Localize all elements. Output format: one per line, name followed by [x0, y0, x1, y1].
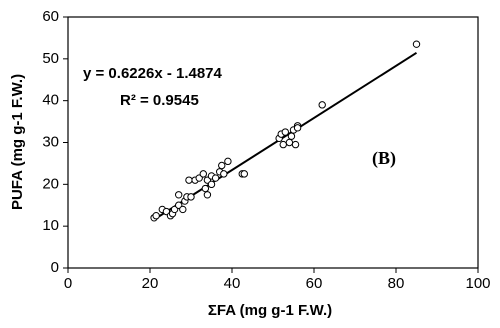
r-squared: R² = 0.9545 [120, 92, 199, 109]
y-tick-label: 10 [42, 217, 59, 234]
x-tick-label: 0 [64, 275, 72, 292]
data-point [211, 174, 220, 182]
data-point [293, 124, 302, 132]
data-point [218, 161, 226, 170]
data-point [187, 193, 195, 201]
equation: y = 0.6226x - 1.4874 [83, 65, 223, 82]
data-point [287, 132, 296, 140]
panel-label: (B) [372, 148, 396, 169]
data-point [220, 170, 228, 178]
data-point [412, 40, 421, 48]
x-tick-label: 20 [142, 275, 159, 292]
x-tick-label: 100 [465, 275, 490, 292]
data-point [285, 138, 294, 147]
y-tick-label: 20 [42, 175, 59, 192]
data-point [199, 170, 208, 178]
data-point [279, 140, 287, 149]
y-axis-label: PUFA (mg g-1 F.W.) [9, 74, 26, 210]
data-point [240, 170, 249, 178]
data-point [291, 140, 300, 149]
trendline [153, 51, 418, 221]
data-point [185, 176, 193, 184]
data-point [207, 180, 216, 189]
data-point [201, 184, 210, 193]
y-tick-label: 50 [42, 50, 59, 67]
data-point [179, 205, 187, 214]
y-tick-label: 40 [42, 92, 59, 109]
data-point [175, 191, 183, 199]
x-tick-label: 80 [388, 275, 405, 292]
data-point [318, 101, 326, 109]
data-point [224, 157, 232, 166]
y-tick-label: 30 [42, 133, 59, 150]
x-axis-label: ΣFA (mg g-1 F.W.) [208, 302, 332, 319]
data-point [152, 212, 160, 220]
y-tick-label: 0 [51, 259, 59, 276]
data-point [203, 191, 212, 199]
y-tick-label: 60 [42, 8, 59, 25]
plot-frame [67, 16, 479, 269]
data-point [281, 128, 289, 136]
x-tick-label: 60 [306, 275, 323, 292]
x-tick-label: 40 [224, 275, 241, 292]
